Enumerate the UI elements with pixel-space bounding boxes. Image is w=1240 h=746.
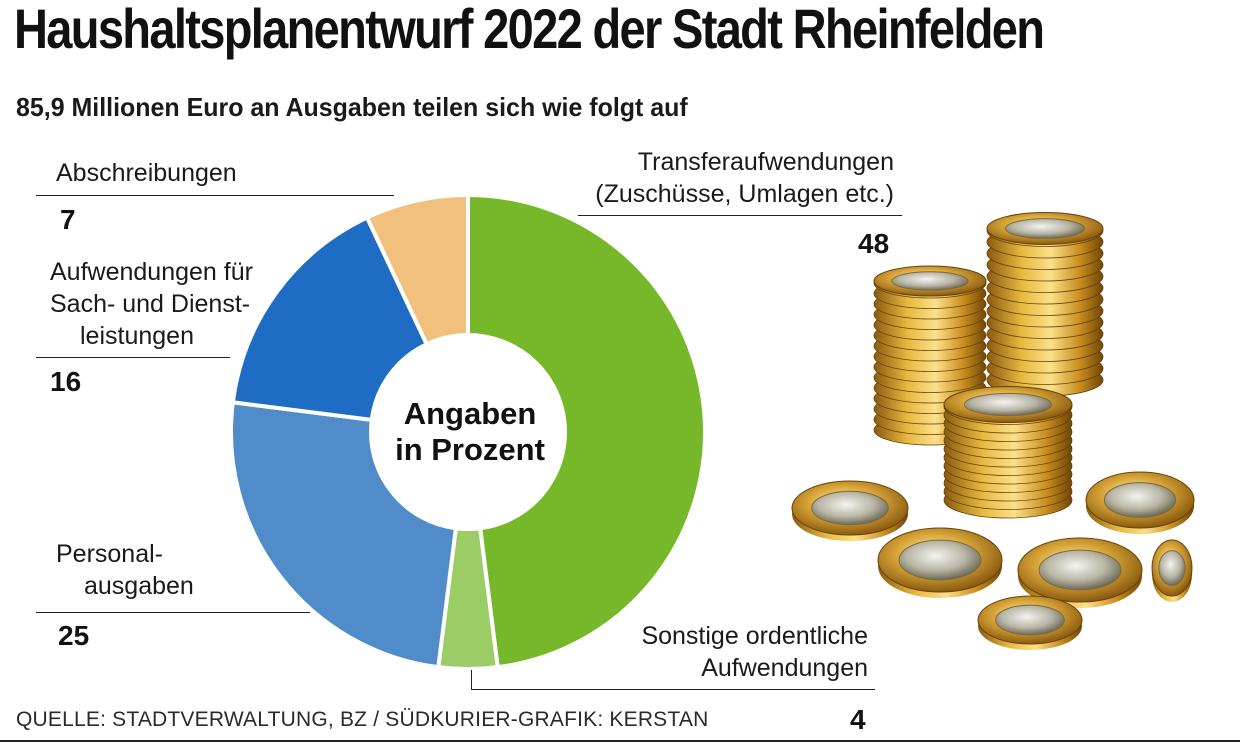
label-transferaufwendungen: Transferaufwendungen (Zuschüsse, Umlagen… [595, 148, 894, 208]
donut-slice-4 [364, 192, 470, 347]
center-label: Angaben in Prozent [370, 396, 570, 468]
donut-hole [372, 336, 564, 528]
value-transferaufwendungen: 48 [858, 228, 890, 259]
value-sonstige: 4 [850, 704, 866, 735]
leader-abschreibungen [36, 195, 394, 196]
coin-flat-4 [1017, 537, 1143, 608]
coin-stack-front [943, 386, 1073, 519]
coin-flat-6 [1151, 539, 1193, 602]
coin-flat-2 [1085, 471, 1195, 534]
center-label-line-2: in Prozent [395, 432, 545, 467]
leader-transferaufwendungen [578, 215, 902, 216]
leader-sachaufwendungen [36, 357, 230, 358]
chart-title: Haushaltsplanentwurf 2022 der Stadt Rhei… [14, 0, 1045, 60]
chart-subtitle: 85,9 Millionen Euro an Ausgaben teilen s… [16, 92, 688, 122]
coin-stack-back [986, 212, 1104, 397]
value-abschreibungen: 7 [60, 204, 76, 235]
value-personalausgaben: 25 [58, 620, 90, 651]
coin-flat-5 [977, 595, 1083, 650]
donut-slice-2 [229, 400, 459, 670]
leader-personalausgaben [36, 612, 310, 613]
donut-slice-0 [466, 192, 707, 670]
leader-sonstige-tick [471, 670, 472, 690]
label-abschreibungen: Abschreibungen [56, 159, 237, 187]
coin-stack-illustration [791, 212, 1195, 650]
label-sachaufwendungen: Aufwendungen für Sach- und Dienst- leist… [50, 258, 253, 350]
center-label-line-1: Angaben [403, 396, 537, 431]
donut-slice-3 [230, 214, 430, 423]
value-sachaufwendungen: 16 [50, 366, 82, 397]
bottom-rule [0, 740, 1240, 742]
source-note: QUELLE: STADTVERWALTUNG, BZ / SÜDKURIER-… [16, 708, 709, 731]
label-sonstige: Sonstige ordentliche Aufwendungen [641, 622, 868, 682]
coin-flat-1 [791, 480, 909, 541]
leader-sonstige [472, 689, 875, 690]
coin-flat-3 [877, 527, 1003, 598]
label-personalausgaben: Personal- ausgaben [56, 540, 194, 600]
